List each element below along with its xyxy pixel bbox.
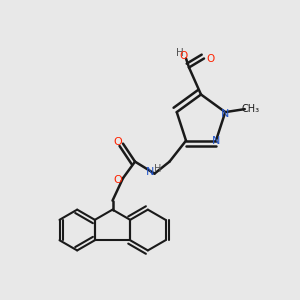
Text: N: N <box>212 136 220 146</box>
Text: O: O <box>179 50 188 61</box>
Text: N: N <box>221 109 230 118</box>
Text: H: H <box>176 47 184 58</box>
Text: CH₃: CH₃ <box>241 104 259 114</box>
Text: O: O <box>113 137 122 147</box>
Text: N: N <box>146 167 154 177</box>
Text: O: O <box>113 175 122 184</box>
Text: H: H <box>154 164 161 174</box>
Text: O: O <box>206 53 215 64</box>
